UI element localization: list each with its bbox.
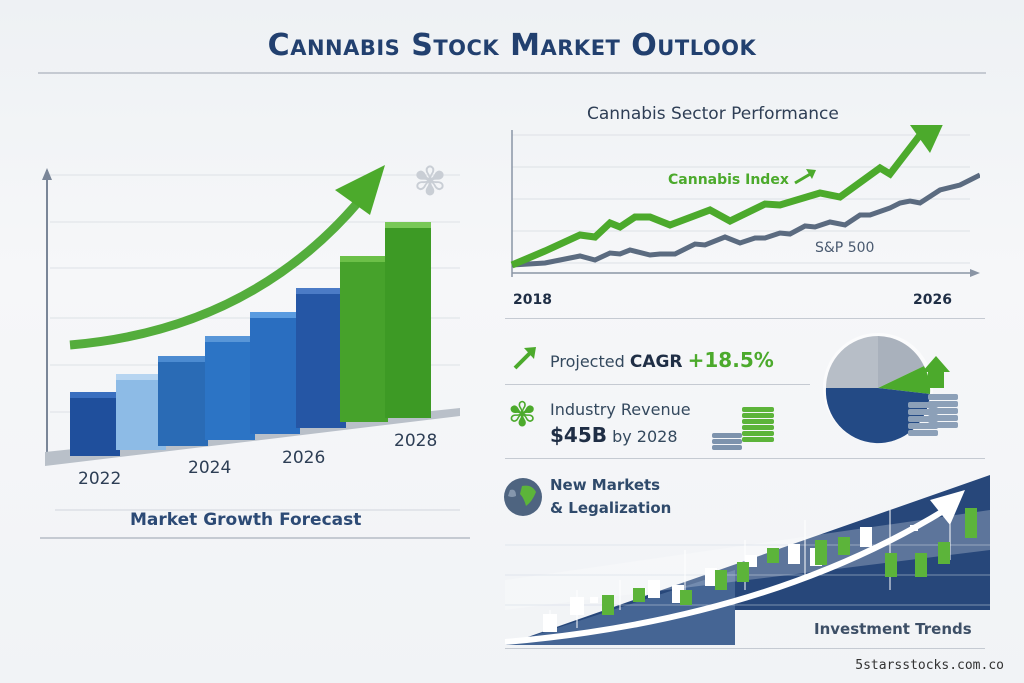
divider (505, 458, 985, 459)
globe-icon (502, 476, 544, 522)
year-label-2026: 2026 (282, 448, 326, 468)
year-label-2028: 2028 (394, 431, 438, 451)
trend-arrow-icon (512, 345, 538, 375)
watermark: 5starsstocks.com.co (855, 658, 1004, 673)
cannabis-index-label: Cannabis Index (668, 172, 789, 188)
coin-stack-icon (710, 405, 780, 459)
revenue-label: Industry Revenue (550, 400, 691, 419)
x-end-label: 2026 (913, 292, 952, 308)
year-label-2022: 2022 (78, 469, 122, 489)
divider (505, 318, 985, 319)
x-start-label: 2018 (513, 292, 552, 308)
sector-performance-title: Cannabis Sector Performance (587, 104, 839, 124)
sector-performance-chart (500, 120, 982, 285)
page-title: Cannabis Stock Market Outlook (267, 28, 757, 63)
cagr-stat: Projected CAGR +18.5% (550, 348, 774, 372)
title-divider (38, 72, 986, 74)
sp500-label: S&P 500 (815, 240, 875, 256)
year-label-2024: 2024 (188, 458, 232, 478)
markets-line2: & Legalization (550, 499, 672, 517)
investment-trends-chart (504, 470, 990, 645)
market-growth-caption: Market Growth Forecast (130, 510, 362, 530)
divider (505, 384, 810, 385)
svg-text:✾: ✾ (413, 159, 447, 205)
markets-line1: New Markets (550, 476, 661, 494)
pie-chart (820, 330, 970, 464)
cannabis-leaf-icon: ✾ (508, 395, 537, 435)
divider (505, 648, 985, 649)
investment-trends-caption: Investment Trends (814, 620, 972, 638)
revenue-stat: $45B by 2028 (550, 423, 678, 447)
market-growth-chart: ✾ (30, 130, 480, 550)
